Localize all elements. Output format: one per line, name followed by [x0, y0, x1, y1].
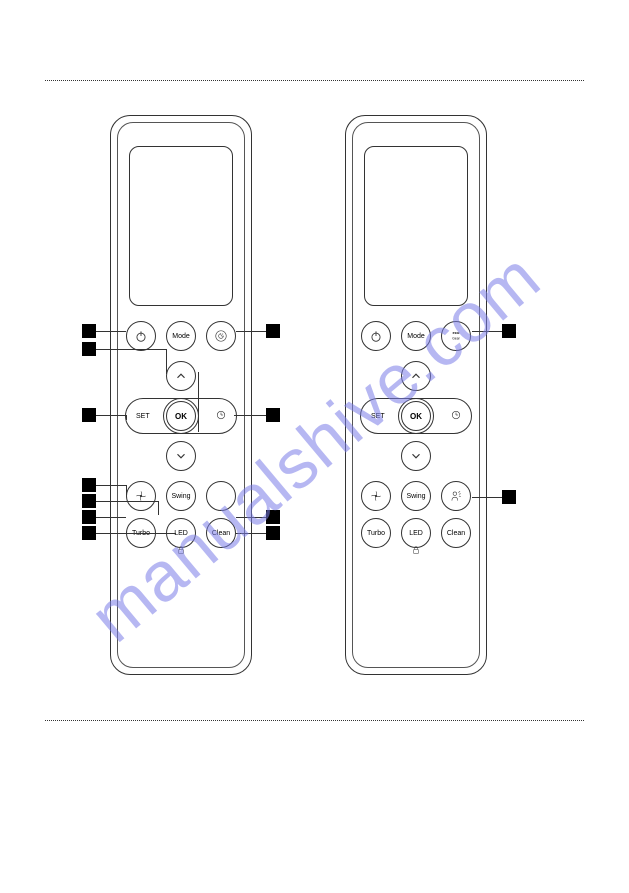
led-label: LED — [174, 530, 188, 537]
label-line — [96, 415, 126, 416]
row4-left: Swing — [111, 481, 251, 511]
marker-box — [266, 526, 280, 540]
power-button[interactable] — [126, 321, 156, 351]
mode-button-r[interactable]: Mode — [401, 321, 431, 351]
ok-button[interactable]: OK — [163, 398, 199, 434]
marker-box — [266, 324, 280, 338]
set-timer-pill: SET OK — [125, 398, 237, 434]
up-icon — [409, 369, 423, 383]
label-line — [234, 415, 266, 416]
remote-left: Mode z SET OK Swing Turbo LED Cl — [110, 115, 252, 675]
down-button[interactable] — [166, 441, 196, 471]
screen-right — [364, 146, 468, 306]
lock-icon-right — [410, 544, 422, 559]
label-line — [96, 533, 176, 534]
marker-box — [82, 478, 96, 492]
power-icon — [369, 329, 383, 343]
label-line — [472, 497, 502, 498]
fan-button-r[interactable] — [361, 481, 391, 511]
blank-button[interactable] — [206, 481, 236, 511]
marker-box — [502, 490, 516, 504]
fan-button[interactable] — [126, 481, 156, 511]
set-button-r[interactable]: SET — [371, 413, 385, 420]
swing-label: Swing — [406, 493, 425, 500]
mode-label: Mode — [172, 333, 190, 340]
down-icon — [409, 449, 423, 463]
label-line — [126, 485, 127, 495]
marker-box — [502, 324, 516, 338]
follow-me-button[interactable] — [441, 481, 471, 511]
label-line — [166, 349, 167, 374]
turbo-button-r[interactable]: Turbo — [361, 518, 391, 548]
set-button[interactable]: SET — [136, 413, 150, 420]
sleep-icon: z — [214, 329, 228, 343]
label-line — [236, 331, 266, 332]
marker-box — [82, 324, 96, 338]
label-line — [472, 331, 502, 332]
ok-cluster-left: SET OK — [111, 398, 251, 434]
label-line — [96, 349, 166, 350]
label-line — [96, 485, 126, 486]
swing-label: Swing — [171, 493, 190, 500]
sleep-button[interactable]: z — [206, 321, 236, 351]
timer-button-r[interactable] — [451, 410, 461, 422]
svg-text:eco: eco — [453, 330, 460, 335]
label-line — [236, 533, 266, 534]
swing-button[interactable]: Swing — [166, 481, 196, 511]
power-icon — [134, 329, 148, 343]
label-line — [126, 415, 127, 420]
row4-right: Swing — [346, 481, 486, 511]
top-divider — [45, 80, 584, 81]
eco-button[interactable]: ecoGear — [441, 321, 471, 351]
label-line — [96, 331, 126, 332]
ok-label: OK — [410, 412, 422, 421]
clean-label: Clean — [447, 530, 465, 537]
remote-right: Mode ecoGear SET OK Swing Tu — [345, 115, 487, 675]
ok-label: OK — [175, 412, 187, 421]
label-line — [236, 517, 266, 518]
label-line — [158, 501, 159, 515]
swing-button-r[interactable]: Swing — [401, 481, 431, 511]
marker-box — [266, 408, 280, 422]
mode-button[interactable]: Mode — [166, 321, 196, 351]
fan-icon — [369, 489, 383, 503]
label-line — [198, 372, 199, 432]
down-button-r[interactable] — [401, 441, 431, 471]
person-icon — [449, 489, 463, 503]
down-icon — [174, 449, 188, 463]
clean-button-r[interactable]: Clean — [441, 518, 471, 548]
marker-box — [82, 408, 96, 422]
svg-text:Gear: Gear — [452, 336, 460, 340]
marker-box — [82, 526, 96, 540]
row1-right: Mode ecoGear — [346, 321, 486, 351]
clean-button[interactable]: Clean — [206, 518, 236, 548]
label-line — [96, 501, 158, 502]
marker-box — [82, 510, 96, 524]
led-label: LED — [409, 530, 423, 537]
ok-button-r[interactable]: OK — [398, 398, 434, 434]
marker-box — [266, 510, 280, 524]
bottom-divider — [45, 720, 584, 721]
ok-cluster-right: SET OK — [346, 398, 486, 434]
timer-icon — [451, 410, 461, 420]
label-line — [96, 517, 126, 518]
eco-icon: ecoGear — [446, 326, 466, 346]
mode-label: Mode — [407, 333, 425, 340]
timer-button[interactable] — [216, 410, 226, 422]
timer-icon — [216, 410, 226, 420]
turbo-label: Turbo — [367, 530, 385, 537]
clean-label: Clean — [212, 530, 230, 537]
marker-box — [82, 494, 96, 508]
up-button-r[interactable] — [401, 361, 431, 391]
up-icon — [174, 369, 188, 383]
marker-box — [82, 342, 96, 356]
lock-icon-left — [175, 544, 187, 559]
svg-text:z: z — [222, 334, 224, 336]
power-button-r[interactable] — [361, 321, 391, 351]
row1-left: Mode z — [111, 321, 251, 351]
up-button[interactable] — [166, 361, 196, 391]
screen-left — [129, 146, 233, 306]
set-timer-pill-r: SET OK — [360, 398, 472, 434]
